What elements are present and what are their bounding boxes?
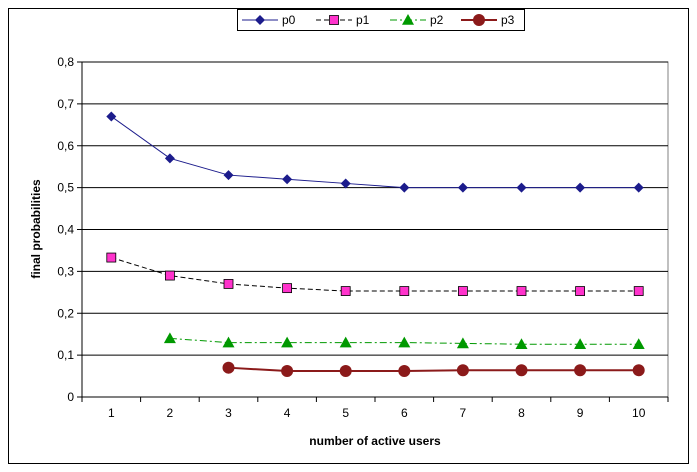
data-point bbox=[516, 182, 527, 193]
series-p1 bbox=[106, 252, 644, 296]
data-point bbox=[398, 336, 411, 348]
data-point bbox=[282, 283, 293, 294]
series-p2 bbox=[163, 332, 645, 350]
series-p3 bbox=[222, 361, 645, 378]
data-point bbox=[163, 332, 176, 344]
x-tick-label: 8 bbox=[518, 406, 525, 420]
data-point bbox=[402, 14, 414, 25]
data-point bbox=[281, 336, 294, 348]
x-tick-label: 10 bbox=[632, 406, 646, 420]
data-point bbox=[473, 14, 485, 26]
legend-entry-p1: p1 bbox=[316, 13, 370, 27]
y-tick-label: 0 bbox=[67, 390, 74, 404]
data-point bbox=[457, 286, 468, 296]
data-point bbox=[456, 364, 469, 377]
data-point bbox=[281, 365, 294, 378]
x-tick-label: 9 bbox=[577, 406, 584, 420]
data-point bbox=[575, 182, 586, 193]
data-point bbox=[575, 286, 585, 296]
data-point bbox=[399, 182, 410, 193]
legend-entry-p3: p3 bbox=[461, 13, 515, 27]
y-tick-label: 0,3 bbox=[57, 264, 74, 278]
data-point bbox=[574, 364, 587, 377]
data-point bbox=[222, 361, 235, 374]
data-point bbox=[255, 15, 265, 25]
series-line bbox=[228, 366, 639, 373]
data-point bbox=[399, 286, 410, 296]
legend-label: p2 bbox=[430, 13, 444, 27]
legend-label: p3 bbox=[501, 13, 515, 27]
series-p0 bbox=[106, 111, 644, 193]
x-tick-label: 2 bbox=[167, 406, 174, 420]
legend-box bbox=[237, 9, 525, 31]
x-tick-label: 4 bbox=[284, 406, 291, 420]
y-axis-title: final probabilities bbox=[29, 179, 43, 279]
data-point bbox=[106, 252, 117, 263]
data-point bbox=[632, 338, 645, 350]
series-layer bbox=[106, 111, 645, 378]
y-tick-label: 0,5 bbox=[57, 181, 74, 195]
data-point bbox=[340, 178, 351, 189]
data-point bbox=[633, 286, 644, 296]
data-point bbox=[457, 182, 468, 193]
data-point bbox=[516, 286, 527, 296]
data-point bbox=[164, 270, 175, 281]
data-point bbox=[515, 338, 528, 350]
legend-label: p0 bbox=[282, 13, 296, 27]
x-tick-label: 7 bbox=[460, 406, 467, 420]
legend-label: p1 bbox=[356, 13, 370, 27]
series-line bbox=[111, 116, 639, 189]
data-point bbox=[339, 365, 352, 378]
y-axis-ticks: 0 0,1 0,2 0,3 0,4 0,5 0,6 0,7 0,8 bbox=[57, 55, 83, 404]
data-point bbox=[574, 338, 587, 350]
legend-entry-p0: p0 bbox=[242, 13, 296, 27]
series-line bbox=[169, 337, 639, 345]
x-tick-label: 5 bbox=[342, 406, 349, 420]
series-line bbox=[111, 257, 639, 292]
legend: p0 p1 p2 p3 bbox=[237, 9, 525, 31]
data-point bbox=[329, 15, 339, 25]
x-tick-label: 1 bbox=[108, 406, 115, 420]
data-point bbox=[632, 364, 645, 377]
y-tick-label: 0,4 bbox=[57, 223, 74, 237]
legend-entry-p2: p2 bbox=[390, 13, 444, 27]
x-tick-label: 6 bbox=[401, 406, 408, 420]
y-tick-label: 0,2 bbox=[57, 306, 74, 320]
data-point bbox=[106, 111, 117, 122]
y-tick-label: 0,1 bbox=[57, 348, 74, 362]
data-point bbox=[339, 336, 352, 348]
x-axis-title: number of active users bbox=[309, 434, 441, 448]
data-point bbox=[456, 337, 469, 349]
data-point bbox=[515, 364, 528, 377]
y-tick-label: 0,8 bbox=[57, 55, 74, 69]
data-point bbox=[633, 182, 644, 193]
x-axis-ticks: 1 2 3 4 5 6 7 8 9 10 bbox=[81, 396, 669, 420]
x-tick-label: 3 bbox=[225, 406, 232, 420]
data-point bbox=[223, 170, 234, 181]
y-tick-label: 0,7 bbox=[57, 97, 74, 111]
y-tick-label: 0,6 bbox=[57, 139, 74, 153]
data-point bbox=[222, 336, 235, 348]
data-point bbox=[282, 174, 293, 185]
data-point bbox=[223, 279, 234, 289]
data-point bbox=[164, 153, 175, 164]
data-point bbox=[340, 286, 351, 296]
data-point bbox=[398, 365, 411, 378]
